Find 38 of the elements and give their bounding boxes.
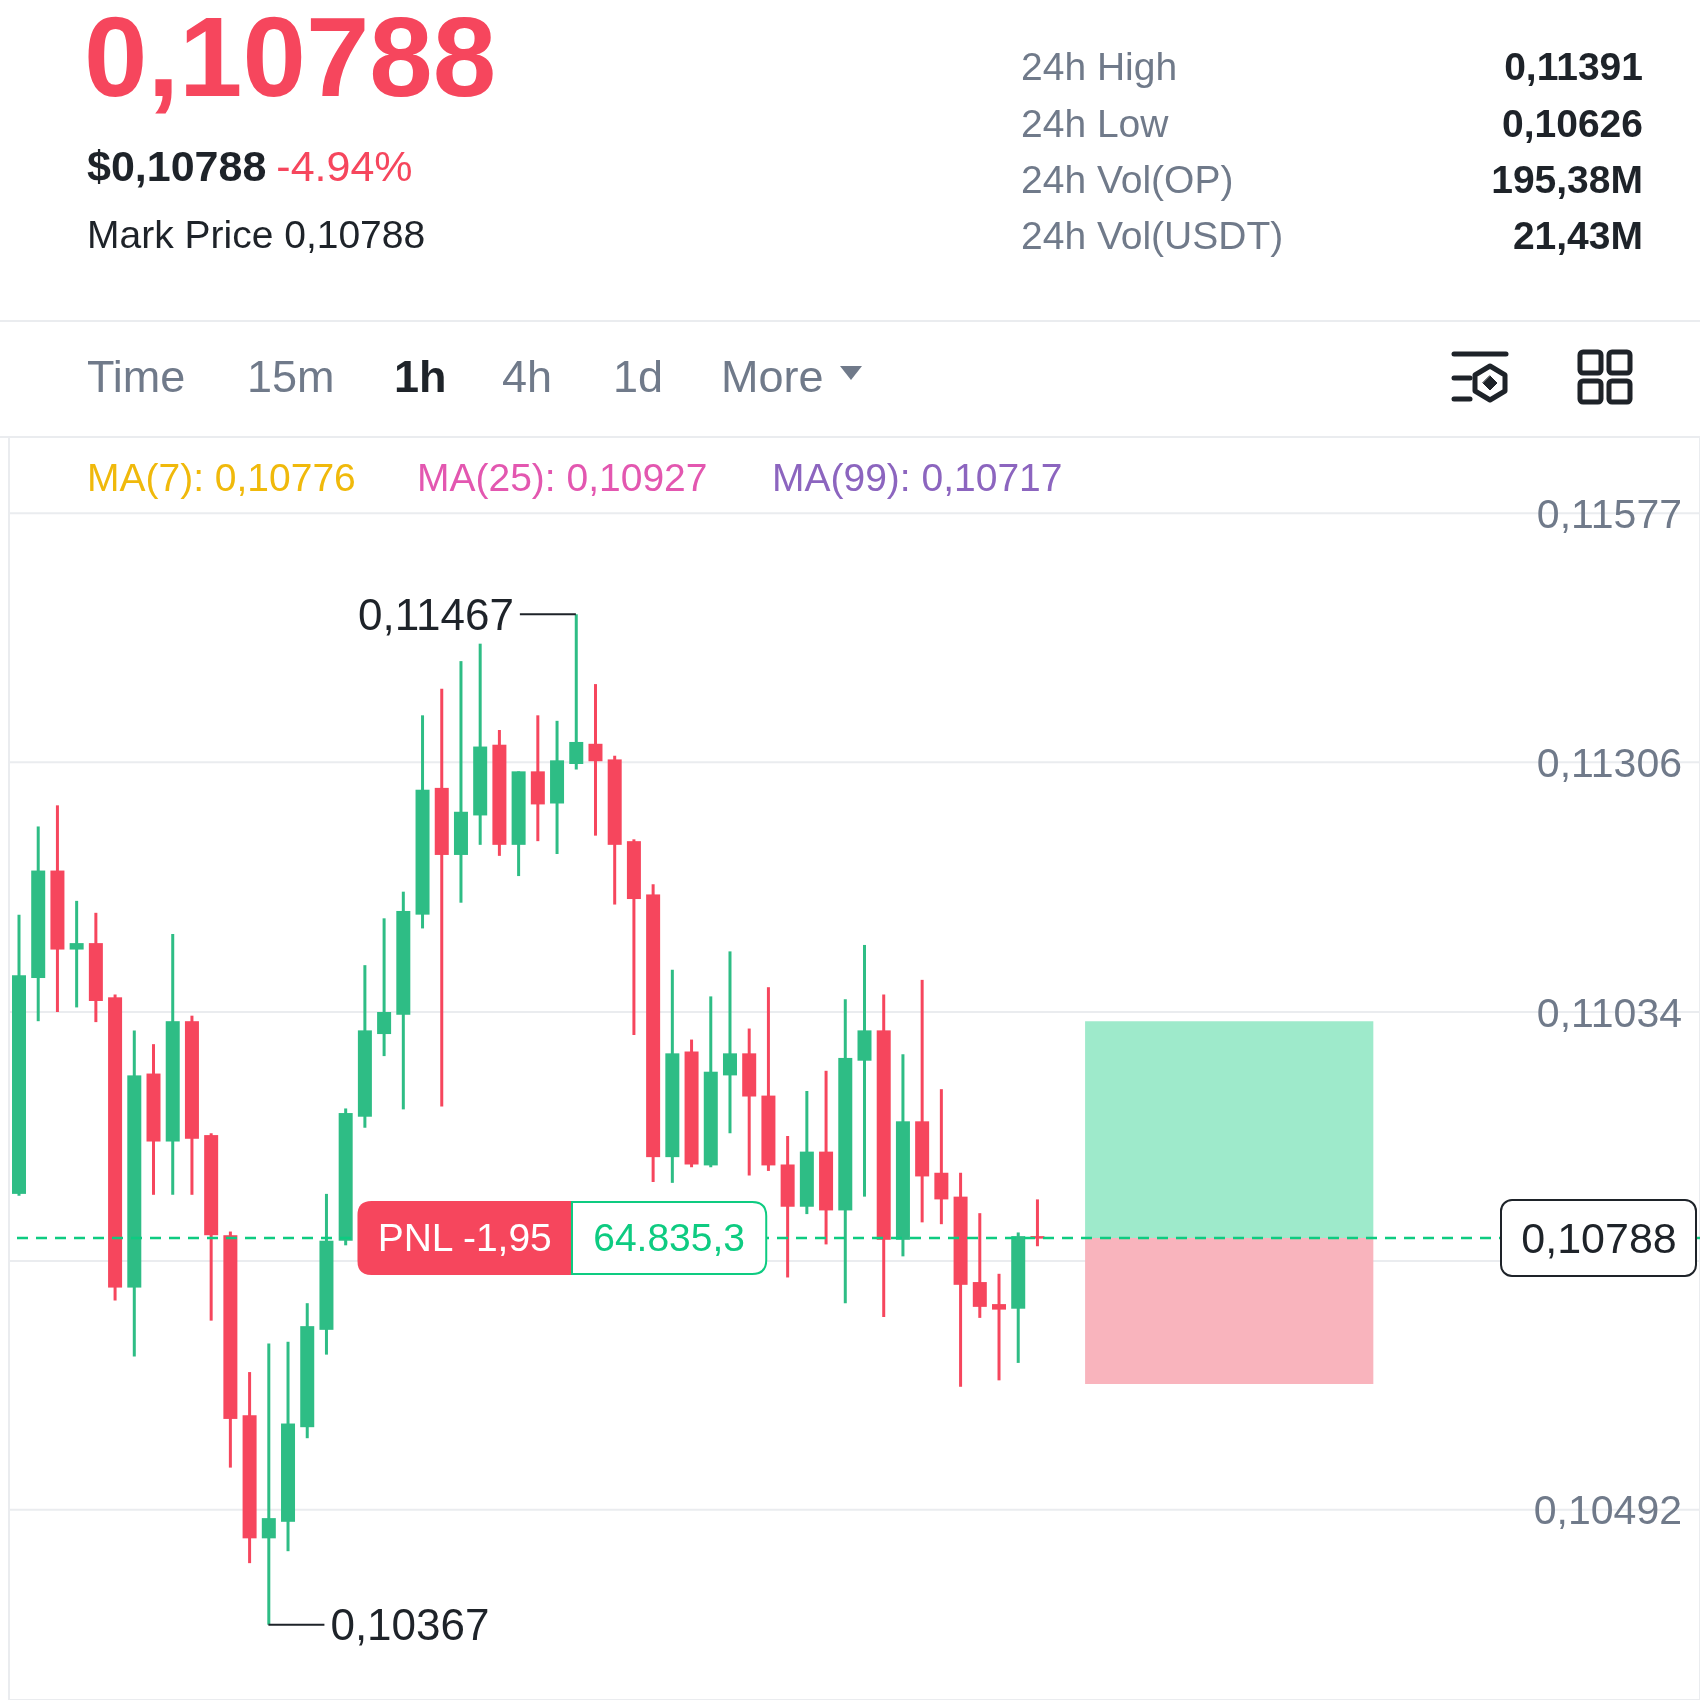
text: 4h (502, 351, 553, 402)
text: 1d (613, 351, 664, 402)
annotation: MA(7): 0,10776 (87, 456, 356, 499)
candlestick (377, 918, 392, 1058)
ref-line-label: 0,10788 (1521, 1213, 1677, 1262)
text: 24h Vol(OP) (1021, 158, 1234, 201)
candlestick (69, 899, 84, 1008)
y-tick-label: 0,11034 (1536, 989, 1682, 1036)
candlestick (588, 684, 603, 836)
text: Time (87, 351, 186, 402)
text: More (721, 351, 824, 402)
text: $0,10788 (87, 142, 267, 190)
chart-title: 0,10788 (84, 0, 497, 120)
text: 0,10626 (1502, 102, 1643, 145)
y-tick-label: 0,11577 (1536, 490, 1682, 537)
text: 21,43M (1512, 214, 1643, 257)
candlestick (569, 614, 584, 770)
text: 24h Vol(USDT) (1021, 214, 1284, 257)
annotation: MA(25): 0,10927 (417, 456, 708, 499)
candlestick (722, 951, 737, 1134)
y-tick-label: 0,11306 (1536, 739, 1682, 786)
annotation: PNL -1,95 (377, 1216, 552, 1260)
text: 15m (247, 351, 335, 402)
text: 1h (394, 351, 447, 402)
text: -4.94% (276, 142, 413, 190)
text: 24h High (1021, 45, 1178, 88)
y-tick-label: 0,10492 (1533, 1487, 1682, 1534)
candlestick (857, 943, 872, 1197)
annotation: 0,11467 (358, 589, 514, 639)
annotation: 64.835,3 (593, 1216, 746, 1260)
text: 195,38M (1491, 158, 1643, 201)
text: 0,11391 (1504, 45, 1643, 88)
text: 24h Low (1021, 102, 1170, 145)
candlestick (261, 1343, 276, 1625)
annotation: 0,10367 (330, 1600, 490, 1650)
text: Mark Price 0,10788 (87, 213, 426, 256)
annotation: MA(99): 0,10717 (772, 456, 1063, 499)
candlestick (992, 1272, 1007, 1381)
